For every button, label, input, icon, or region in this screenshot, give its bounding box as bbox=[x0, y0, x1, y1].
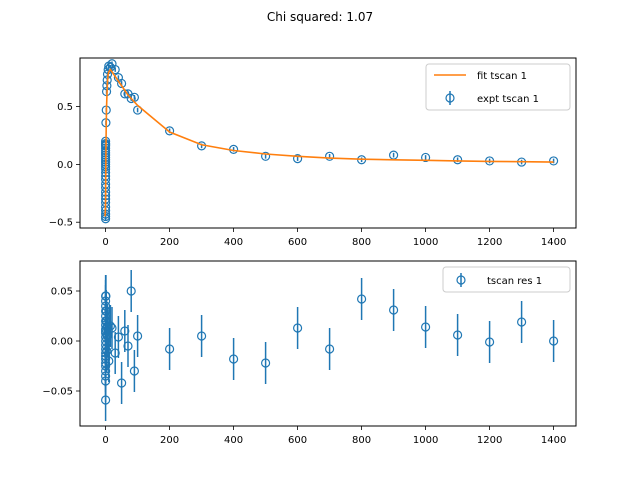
bottom-legend-box bbox=[442, 266, 571, 293]
top-ticks: 0 200 400 600 800 1000 1200 1400 −0.5 0.0 0.5 bbox=[49, 102, 567, 248]
data-point bbox=[548, 336, 559, 346]
bottom-ticks: 0 200 400 600 800 1000 1200 1400 −0.05 0.00 0.05 bbox=[42, 287, 566, 447]
legend-res-label: tscan res 1 bbox=[487, 276, 542, 287]
data-point bbox=[133, 331, 143, 341]
data-point bbox=[421, 152, 431, 163]
y-tick-label: 0.05 bbox=[51, 287, 73, 298]
x-tick-label: 200 bbox=[160, 237, 179, 248]
x-tick-label: 800 bbox=[352, 237, 371, 248]
x-tick-label: 1400 bbox=[541, 435, 566, 446]
y-tick-label: −0.5 bbox=[49, 218, 73, 229]
data-point bbox=[453, 330, 463, 340]
x-tick-label: 1000 bbox=[413, 237, 438, 248]
data-point bbox=[165, 344, 175, 354]
x-tick-label: 600 bbox=[288, 237, 307, 248]
x-tick-label: 1000 bbox=[413, 435, 438, 446]
x-tick-label: 400 bbox=[224, 237, 243, 248]
x-tick-label: 1400 bbox=[541, 237, 566, 248]
x-tick-label: 1200 bbox=[477, 435, 502, 446]
data-point bbox=[293, 154, 303, 164]
data-point bbox=[548, 156, 559, 166]
x-tick-label: 600 bbox=[288, 435, 307, 446]
data-point bbox=[261, 358, 271, 368]
data-point bbox=[261, 151, 271, 161]
data-point bbox=[107, 323, 117, 333]
data-point bbox=[116, 378, 127, 388]
y-tick-label: 0.5 bbox=[57, 102, 73, 113]
top-plot-area bbox=[100, 59, 559, 224]
x-tick-label: 800 bbox=[352, 435, 371, 446]
fit-line bbox=[104, 68, 554, 217]
data-point bbox=[123, 341, 133, 351]
data-point bbox=[421, 322, 431, 332]
data-point bbox=[229, 354, 239, 364]
data-point bbox=[516, 317, 527, 327]
data-point bbox=[116, 78, 127, 89]
y-tick-label: 0.00 bbox=[51, 337, 73, 348]
data-point bbox=[120, 326, 130, 336]
x-tick-label: 200 bbox=[160, 435, 179, 446]
top-axes-frame bbox=[79, 57, 577, 229]
x-tick-label: 0 bbox=[102, 237, 108, 248]
suptitle: Chi squared: 1.07 bbox=[267, 10, 373, 24]
top-axes: 0 200 400 600 800 1000 1200 1400 −0.5 0.0 0.5 fit … bbox=[49, 57, 577, 248]
x-tick-label: 0 bbox=[102, 435, 108, 446]
data-point bbox=[113, 332, 124, 342]
top-legend: fit tscan 1 expt tscan 1 bbox=[425, 63, 571, 111]
data-point bbox=[104, 356, 114, 366]
data-point bbox=[485, 337, 495, 347]
data-point bbox=[110, 348, 120, 358]
data-point bbox=[165, 126, 175, 136]
data-point bbox=[126, 286, 136, 296]
data-point bbox=[357, 294, 367, 304]
data-point bbox=[453, 155, 463, 165]
data-point bbox=[325, 151, 335, 161]
bottom-legend: tscan res 1 bbox=[442, 266, 571, 293]
y-tick-label: −0.05 bbox=[42, 387, 73, 398]
data-point bbox=[389, 305, 399, 315]
bottom-plot-area bbox=[100, 270, 559, 421]
data-point bbox=[129, 366, 139, 376]
data-point bbox=[325, 344, 335, 354]
x-tick-label: 1200 bbox=[477, 237, 502, 248]
bottom-axes-frame bbox=[79, 260, 577, 427]
data-point bbox=[293, 323, 303, 333]
expt-legend-marker bbox=[445, 93, 455, 103]
bottom-axes: 0 200 400 600 800 1000 1200 1400 −0.05 0.00 0.05 t… bbox=[42, 260, 577, 447]
x-tick-label: 400 bbox=[224, 435, 243, 446]
y-tick-label: 0.0 bbox=[57, 160, 73, 171]
data-point bbox=[197, 331, 207, 341]
res-legend-marker bbox=[456, 275, 466, 285]
legend-fit-label: fit tscan 1 bbox=[477, 71, 527, 82]
data-point bbox=[105, 321, 116, 331]
legend-expt-label: expt tscan 1 bbox=[477, 94, 539, 105]
